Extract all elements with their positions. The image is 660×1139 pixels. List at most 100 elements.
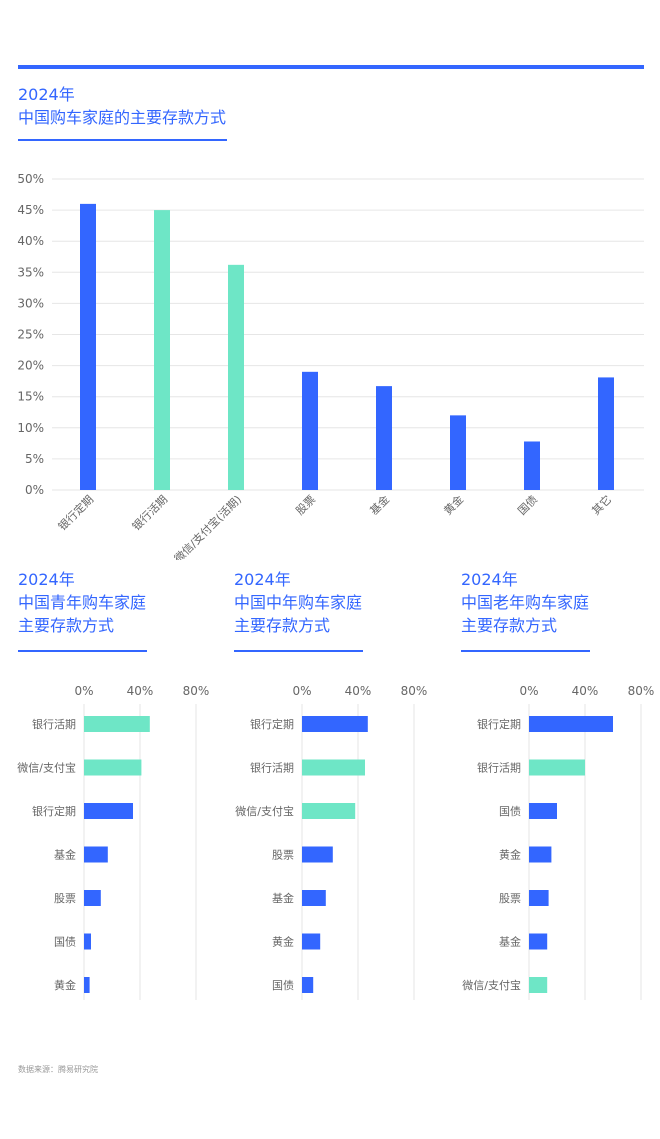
main-bar-chart: 0% 5% 10% 15% 20% 25% 30% 35% 40% 45% 50% 银行定期 银行活期微…: [17, 172, 644, 560]
bar: [524, 441, 540, 490]
top-accent-bar: [18, 65, 644, 69]
y-tick-label: 10%: [17, 421, 44, 435]
x-tick-label: 80%: [628, 684, 655, 698]
y-category-label: 银行活期: [32, 717, 76, 731]
y-category-label: 黄金: [499, 848, 521, 862]
bar: [529, 716, 613, 732]
young-title-underline: [18, 650, 147, 652]
senior-title-line2: 中国老年购车家庭: [461, 593, 590, 612]
bar: [84, 890, 101, 906]
bar: [529, 803, 557, 819]
x-tick-label: 国债: [515, 492, 540, 517]
middle-title-line2: 中国中年购车家庭: [234, 593, 363, 612]
y-tick-label: 45%: [17, 203, 44, 217]
y-category-label: 微信/支付宝: [462, 978, 521, 992]
y-tick-label: 35%: [17, 265, 44, 279]
x-tick-label: 80%: [401, 684, 428, 698]
y-tick-label: 50%: [17, 172, 44, 186]
young-title-line3: 主要存款方式: [18, 616, 115, 635]
x-tick-label: 40%: [127, 684, 154, 698]
y-category-label: 基金: [54, 848, 76, 862]
bar: [302, 803, 356, 819]
main-title-text: 中国购车家庭的主要存款方式: [18, 108, 227, 127]
young-title-line2: 中国青年购车家庭: [18, 593, 147, 612]
y-category-label: 国债: [54, 935, 76, 949]
bar: [84, 933, 91, 950]
bar: [529, 933, 548, 950]
bar: [84, 759, 142, 776]
y-category-label: 银行活期: [250, 761, 294, 775]
bar: [302, 371, 318, 490]
bar: [84, 716, 150, 732]
y-tick-label: 20%: [17, 359, 44, 373]
y-category-label: 基金: [272, 891, 294, 905]
y-category-label: 银行定期: [250, 717, 294, 731]
main-title-underline: [18, 139, 227, 141]
middle-title-underline: [234, 650, 363, 652]
bar: [529, 977, 548, 993]
senior-title-year: 2024年: [461, 570, 518, 589]
young-title-year: 2024年: [18, 570, 75, 589]
y-category-label: 微信/支付宝: [17, 761, 76, 775]
x-tick-label: 80%: [183, 684, 210, 698]
bar: [84, 846, 108, 863]
bar: [154, 210, 170, 490]
x-tick-label: 其它: [589, 492, 614, 517]
x-tick-label: 40%: [572, 684, 599, 698]
bar: [598, 377, 614, 490]
y-category-label: 银行定期: [477, 717, 521, 731]
bar: [450, 415, 466, 490]
bar: [228, 264, 244, 490]
x-tick-label: 银行活期: [129, 492, 170, 533]
data-source: 数据来源：腾易研究院: [18, 1065, 98, 1074]
bar: [302, 890, 326, 906]
y-tick-label: 0%: [25, 483, 44, 497]
y-category-label: 银行定期: [32, 804, 76, 818]
y-category-label: 黄金: [272, 935, 294, 949]
x-tick-label: 0%: [519, 684, 538, 698]
y-tick-label: 25%: [17, 328, 44, 342]
senior-title-underline: [461, 650, 590, 652]
y-category-label: 国债: [272, 978, 294, 992]
y-category-label: 基金: [499, 935, 521, 949]
bar: [302, 846, 333, 863]
young-panel-title: 2024年 中国青年购车家庭 主要存款方式: [18, 568, 146, 637]
bar: [376, 386, 392, 490]
x-tick-label: 40%: [345, 684, 372, 698]
bar: [84, 977, 90, 993]
y-tick-label: 30%: [17, 296, 44, 310]
y-category-label: 股票: [272, 849, 294, 862]
main-chart-title: 2024年 中国购车家庭的主要存款方式: [18, 83, 226, 129]
middle-title-year: 2024年: [234, 570, 291, 589]
bar: [302, 716, 368, 732]
bar: [302, 759, 365, 776]
x-tick-label: 0%: [74, 684, 93, 698]
y-category-label: 黄金: [54, 978, 76, 992]
x-tick-label: 银行定期: [55, 492, 96, 533]
senior-title-line3: 主要存款方式: [461, 616, 558, 635]
bar: [529, 759, 585, 776]
y-tick-label: 15%: [17, 390, 44, 404]
x-tick-label: 0%: [292, 684, 311, 698]
x-tick-label: 基金: [367, 492, 392, 517]
y-category-label: 微信/支付宝: [235, 804, 294, 818]
x-tick-label: 股票: [293, 493, 318, 518]
bar: [529, 890, 549, 906]
x-tick-label: 微信/支付宝(活期): [171, 492, 244, 560]
middle-title-line3: 主要存款方式: [234, 616, 331, 635]
y-tick-label: 5%: [25, 452, 44, 466]
x-tick-label: 黄金: [441, 492, 466, 517]
bar: [302, 977, 314, 993]
bar: [529, 846, 552, 863]
senior-panel-title: 2024年 中国老年购车家庭 主要存款方式: [461, 568, 589, 637]
y-tick-label: 40%: [17, 234, 44, 248]
middle-panel-title: 2024年 中国中年购车家庭 主要存款方式: [234, 568, 362, 637]
y-category-label: 股票: [54, 892, 76, 905]
main-title-year: 2024年: [18, 85, 75, 104]
y-category-label: 股票: [499, 892, 521, 905]
y-category-label: 银行活期: [477, 761, 521, 775]
bar: [80, 203, 96, 490]
bar: [84, 803, 133, 819]
